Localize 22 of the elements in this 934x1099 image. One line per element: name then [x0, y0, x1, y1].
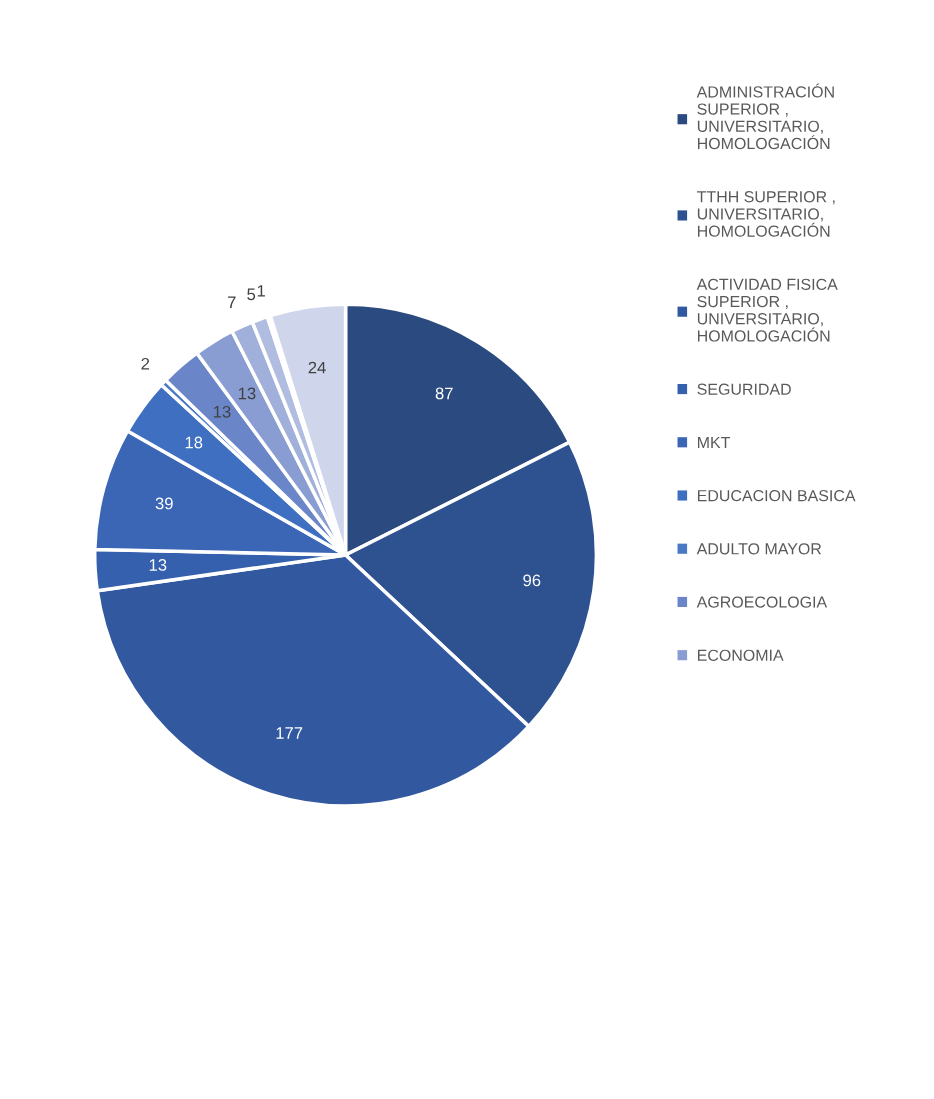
data-label: 5: [247, 288, 256, 301]
data-label: 13: [213, 405, 231, 418]
legend-label: EDUCACION BASICA: [697, 489, 856, 502]
data-label: 24: [308, 361, 326, 374]
legend-label: SEGURIDAD: [697, 383, 791, 395]
legend-label: ACTIVIDAD FISICA SUPERIOR , UNIVERSITARIO, HOMOLOGACIÓN: [696, 278, 838, 342]
data-label: 2: [141, 357, 150, 370]
data-label: 7: [227, 296, 236, 308]
legend-label: TTHH SUPERIOR , UNIVERSITARIO, HOMOLOGACIÓN: [697, 191, 835, 237]
data-label: 96: [523, 574, 541, 587]
legend-label: MKT: [697, 436, 731, 448]
data-label: 1: [257, 285, 265, 297]
data-label: 13: [238, 387, 256, 400]
legend-label: ADMINISTRACIÓN SUPERIOR , UNIVERSITARIO, HOMOLOGACIÓN: [696, 83, 834, 150]
data-label: 18: [185, 436, 203, 449]
data-label: 13: [149, 559, 167, 571]
legend-label: ECONOMIA: [697, 649, 784, 661]
legend-label: AGROECOLOGIA: [696, 596, 828, 608]
data-label: 87: [435, 387, 453, 400]
legend-label: ADULTO MAYOR: [696, 543, 822, 555]
data-label: 177: [276, 727, 303, 739]
data-label: 39: [155, 497, 173, 510]
